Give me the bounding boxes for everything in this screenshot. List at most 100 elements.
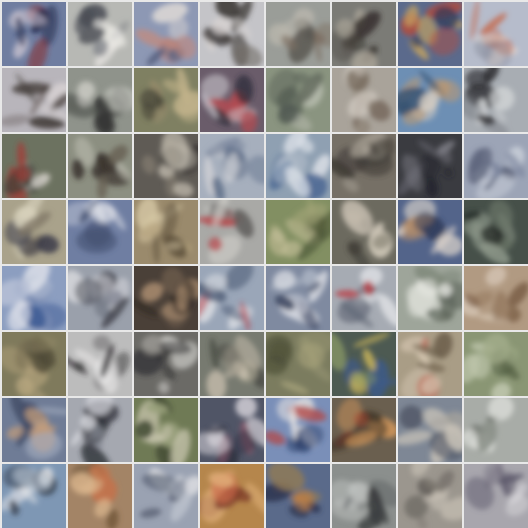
sample-thumbnail bbox=[398, 2, 462, 66]
sample-tile bbox=[332, 134, 396, 198]
sample-thumbnail bbox=[464, 332, 528, 396]
sample-thumbnail bbox=[2, 2, 66, 66]
sample-tile bbox=[398, 134, 462, 198]
sample-tile bbox=[134, 134, 198, 198]
sample-thumbnail bbox=[464, 134, 528, 198]
sample-thumbnail bbox=[266, 200, 330, 264]
sample-thumbnail bbox=[398, 200, 462, 264]
sample-tile bbox=[398, 2, 462, 66]
sample-tile bbox=[332, 464, 396, 528]
sample-tile bbox=[200, 464, 264, 528]
sample-thumbnail bbox=[266, 134, 330, 198]
sample-thumbnail bbox=[464, 68, 528, 132]
sample-thumbnail bbox=[134, 332, 198, 396]
sample-tile bbox=[266, 266, 330, 330]
sample-thumbnail bbox=[68, 332, 132, 396]
sample-tile bbox=[398, 200, 462, 264]
sample-thumbnail bbox=[332, 2, 396, 66]
sample-thumbnail bbox=[68, 266, 132, 330]
sample-tile bbox=[332, 266, 396, 330]
sample-tile bbox=[68, 200, 132, 264]
sample-thumbnail bbox=[266, 266, 330, 330]
sample-tile bbox=[266, 200, 330, 264]
sample-thumbnail bbox=[332, 332, 396, 396]
sample-thumbnail bbox=[200, 398, 264, 462]
sample-tile bbox=[200, 2, 264, 66]
sample-thumbnail bbox=[68, 464, 132, 528]
sample-tile bbox=[332, 2, 396, 66]
sample-tile bbox=[2, 2, 66, 66]
sample-thumbnail bbox=[464, 398, 528, 462]
sample-thumbnail bbox=[332, 68, 396, 132]
sample-tile bbox=[464, 200, 528, 264]
sample-thumbnail bbox=[134, 68, 198, 132]
sample-tile bbox=[68, 464, 132, 528]
sample-thumbnail bbox=[398, 68, 462, 132]
sample-thumbnail bbox=[134, 200, 198, 264]
sample-thumbnail bbox=[200, 2, 264, 66]
sample-thumbnail bbox=[464, 200, 528, 264]
sample-thumbnail bbox=[134, 266, 198, 330]
sample-tile bbox=[134, 200, 198, 264]
sample-thumbnail bbox=[2, 134, 66, 198]
sample-tile bbox=[266, 2, 330, 66]
sample-tile bbox=[332, 68, 396, 132]
sample-thumbnail bbox=[398, 134, 462, 198]
sample-thumbnail bbox=[200, 68, 264, 132]
sample-tile bbox=[2, 464, 66, 528]
sample-thumbnail bbox=[398, 266, 462, 330]
sample-tile bbox=[68, 2, 132, 66]
sample-tile bbox=[134, 464, 198, 528]
sample-thumbnail bbox=[200, 200, 264, 264]
sample-tile bbox=[464, 68, 528, 132]
sample-thumbnail bbox=[266, 68, 330, 132]
sample-tile bbox=[464, 398, 528, 462]
sample-tile bbox=[2, 398, 66, 462]
sample-tile bbox=[134, 2, 198, 66]
sample-thumbnail bbox=[266, 332, 330, 396]
sample-tile bbox=[398, 332, 462, 396]
sample-tile bbox=[398, 68, 462, 132]
sample-thumbnail bbox=[398, 332, 462, 396]
sample-tile bbox=[266, 134, 330, 198]
sample-thumbnail bbox=[398, 398, 462, 462]
sample-thumbnail bbox=[464, 464, 528, 528]
sample-tile bbox=[68, 332, 132, 396]
sample-tile bbox=[332, 398, 396, 462]
sample-tile bbox=[200, 68, 264, 132]
sample-tile bbox=[266, 464, 330, 528]
sample-thumbnail bbox=[398, 464, 462, 528]
sample-thumbnail bbox=[134, 464, 198, 528]
sample-tile bbox=[398, 266, 462, 330]
sample-tile bbox=[266, 68, 330, 132]
sample-tile bbox=[464, 464, 528, 528]
sample-thumbnail bbox=[266, 2, 330, 66]
sample-tile bbox=[464, 266, 528, 330]
sample-thumbnail bbox=[2, 266, 66, 330]
sample-thumbnail bbox=[332, 266, 396, 330]
sample-thumbnail bbox=[68, 2, 132, 66]
sample-tile bbox=[2, 68, 66, 132]
sample-thumbnail bbox=[266, 464, 330, 528]
sample-tile bbox=[266, 398, 330, 462]
sample-tile bbox=[200, 266, 264, 330]
sample-tile bbox=[134, 68, 198, 132]
sample-thumbnail bbox=[134, 134, 198, 198]
sample-tile bbox=[464, 2, 528, 66]
sample-thumbnail bbox=[332, 398, 396, 462]
sample-thumbnail bbox=[464, 2, 528, 66]
sample-tile bbox=[2, 332, 66, 396]
sample-tile bbox=[200, 332, 264, 396]
sample-tile bbox=[200, 200, 264, 264]
sample-thumbnail bbox=[464, 266, 528, 330]
sample-thumbnail bbox=[68, 134, 132, 198]
sample-thumbnail bbox=[68, 68, 132, 132]
sample-thumbnail bbox=[332, 134, 396, 198]
sample-tile bbox=[2, 134, 66, 198]
sample-thumbnail bbox=[200, 332, 264, 396]
sample-tile bbox=[464, 134, 528, 198]
sample-tile bbox=[68, 134, 132, 198]
sample-tile bbox=[68, 266, 132, 330]
sample-thumbnail bbox=[200, 134, 264, 198]
